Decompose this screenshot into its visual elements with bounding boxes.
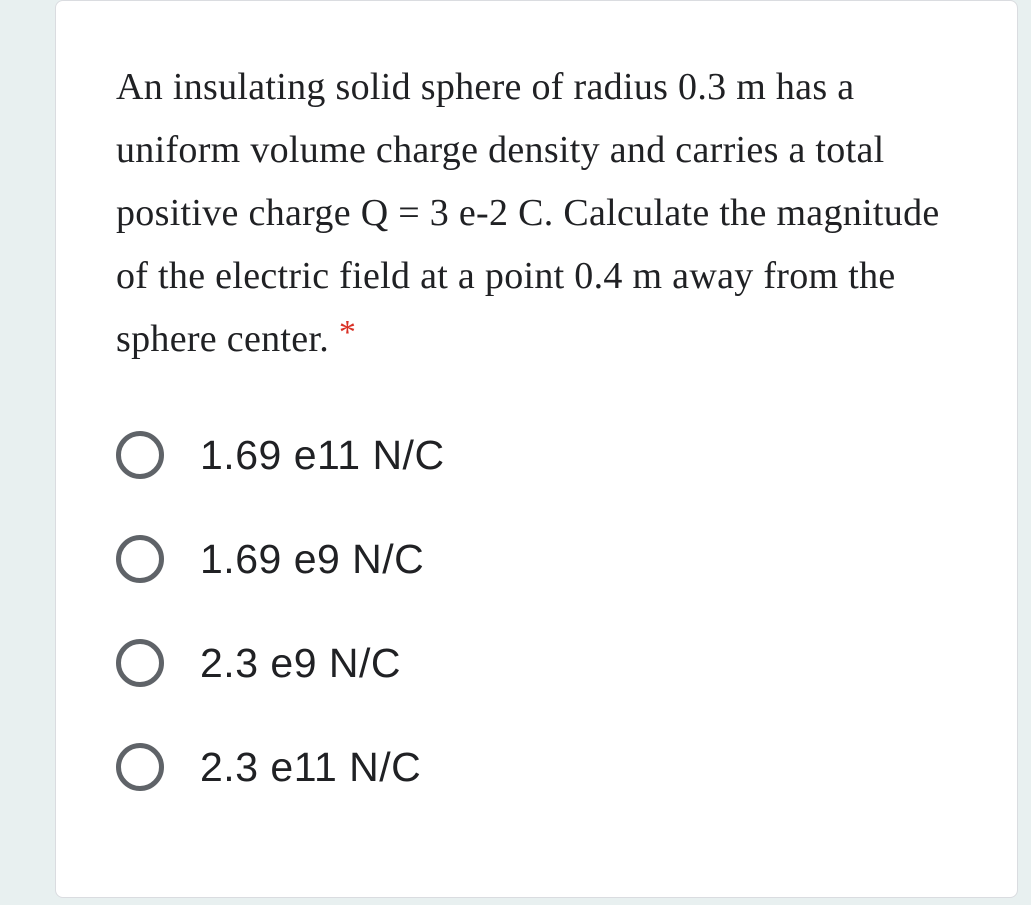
option-row[interactable]: 2.3 e11 N/C <box>116 743 957 791</box>
option-row[interactable]: 1.69 e9 N/C <box>116 535 957 583</box>
radio-icon[interactable] <box>116 743 164 791</box>
radio-icon[interactable] <box>116 535 164 583</box>
option-label: 2.3 e11 N/C <box>200 744 421 791</box>
option-row[interactable]: 2.3 e9 N/C <box>116 639 957 687</box>
radio-icon[interactable] <box>116 431 164 479</box>
options-list: 1.69 e11 N/C 1.69 e9 N/C 2.3 e9 N/C 2.3 … <box>116 431 957 791</box>
option-row[interactable]: 1.69 e11 N/C <box>116 431 957 479</box>
option-label: 2.3 e9 N/C <box>200 640 401 687</box>
question-card: An insulating solid sphere of radius 0.3… <box>55 0 1018 898</box>
option-label: 1.69 e11 N/C <box>200 432 445 479</box>
radio-icon[interactable] <box>116 639 164 687</box>
question-text: An insulating solid sphere of radius 0.3… <box>116 56 957 371</box>
question-body: An insulating solid sphere of radius 0.3… <box>116 66 940 360</box>
option-label: 1.69 e9 N/C <box>200 536 424 583</box>
required-asterisk: * <box>339 314 356 351</box>
